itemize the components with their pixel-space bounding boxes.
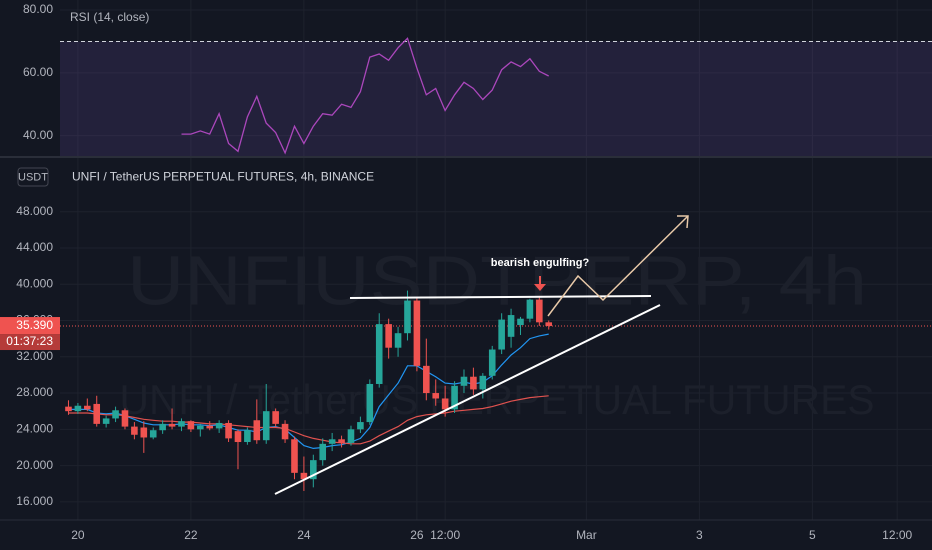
x-tick-label: 26 [410, 528, 424, 542]
candle-body [366, 383, 374, 423]
chart-title: UNFI / TetherUS PERPETUAL FUTURES, 4h, B… [72, 170, 374, 184]
candle-body [338, 439, 345, 443]
candle-body [460, 376, 468, 386]
projection-arrowhead [677, 215, 689, 229]
candle-body [357, 422, 364, 430]
candle-body [197, 425, 204, 430]
candle-body [404, 300, 411, 334]
candle-body [488, 349, 496, 376]
candle-body [517, 318, 524, 326]
candle-body [168, 423, 176, 427]
candle-body [328, 439, 336, 444]
candle-body [423, 365, 430, 394]
candle-body [84, 405, 91, 410]
candle-body [507, 315, 515, 337]
candle-body [244, 430, 251, 443]
candle-body [291, 439, 298, 473]
candle-body [545, 322, 553, 327]
y-tick-label: 80.00 [23, 2, 53, 16]
y-tick-label: 16.000 [16, 494, 53, 508]
candle-body [479, 375, 487, 390]
last-price-box [0, 317, 60, 335]
candle-body [375, 324, 383, 384]
candle-body [121, 410, 129, 427]
y-tick-label: 48.000 [16, 204, 53, 218]
x-tick-label: 3 [696, 528, 703, 542]
candle-body [178, 421, 185, 427]
x-tick-label: 12:00 [882, 528, 912, 542]
watermark: UNFIUSDTPERP, 4h [127, 241, 867, 319]
candle-body [526, 299, 534, 319]
resistance-line [349, 295, 652, 299]
x-tick-label: 22 [184, 528, 198, 542]
candle-body [140, 427, 148, 438]
currency-badge [17, 167, 49, 187]
candle-body [262, 411, 270, 441]
x-tick-label: 5 [809, 528, 816, 542]
currency: USDT [18, 171, 48, 183]
watermark: UNFI / TetherUS PERPETUAL FUTURES [120, 376, 875, 423]
y-tick-label: 20.000 [16, 458, 53, 472]
candle-body [300, 472, 308, 480]
candle-body [234, 431, 242, 443]
candle-body [385, 324, 392, 348]
y-tick-label: 60.00 [23, 65, 53, 79]
candle-body [498, 319, 505, 350]
y-tick-label: 24.000 [16, 421, 53, 435]
candle-body [206, 425, 214, 429]
y-tick-label: 28.000 [16, 385, 53, 399]
candle-body [215, 422, 223, 429]
candle-body [310, 460, 317, 480]
candle-body [432, 393, 440, 399]
candle-body [272, 411, 279, 424]
candle-body [451, 385, 458, 410]
last-price-label: 35.390 [16, 318, 53, 332]
moving-average [68, 395, 549, 445]
candle-body [470, 376, 477, 390]
candle-body [253, 420, 261, 441]
drawings: bearish engulfing? USDT UNFI / TetherUS … [17, 10, 689, 495]
candle-body [394, 333, 402, 348]
candle-body [93, 403, 101, 424]
candle-body [131, 426, 138, 435]
candle-body [102, 418, 110, 424]
y-tick-label: 40.000 [16, 276, 53, 290]
candle-body [536, 299, 543, 323]
rsi-band [60, 41, 932, 157]
candle-body [441, 398, 449, 410]
moving-average [68, 333, 549, 450]
rsi-line [181, 37, 549, 155]
candle-body [149, 430, 157, 438]
candle-body [159, 423, 166, 431]
candle-body [74, 405, 82, 412]
x-tick-label: 20 [71, 528, 85, 542]
y-tick-label: 32.000 [16, 349, 53, 363]
x-tick-label: 12:00 [430, 528, 460, 542]
signal-arrowhead [534, 284, 546, 291]
rsi-title: RSI (14, close) [70, 10, 149, 24]
candle-body [112, 410, 119, 419]
x-tick-label: Mar [576, 528, 597, 542]
y-tick-label: 44.000 [16, 240, 53, 254]
candle-body [225, 422, 232, 439]
candle-body [281, 423, 289, 440]
projection-path [547, 215, 689, 317]
countdown: 01:37:23 [6, 334, 53, 348]
candle-body [319, 443, 327, 461]
annotation: bearish engulfing? [491, 257, 590, 269]
candle-body [187, 421, 195, 430]
y-tick-label: 40.00 [23, 128, 53, 142]
trend-line [274, 304, 661, 495]
candle-body [347, 429, 355, 443]
candle-body [413, 300, 421, 366]
x-tick-label: 24 [297, 528, 311, 542]
countdown-box [0, 334, 60, 351]
candle-body [65, 406, 72, 412]
